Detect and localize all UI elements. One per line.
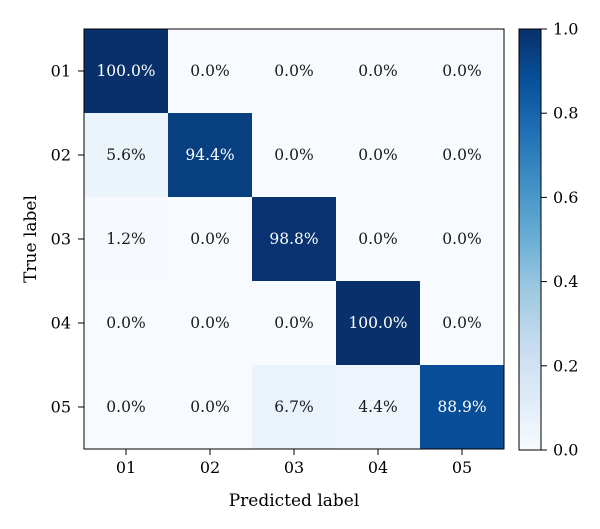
cell-value-label: 0.0% [190,62,229,80]
heatmap-cell [252,281,337,366]
cell-value-label: 0.0% [442,146,481,164]
heatmap-cell [252,197,337,282]
heatmap-cell [168,29,253,114]
colorbar-tick-label: 0.4 [553,272,578,291]
y-tick-label: 01 [51,62,71,81]
heatmap-cell [336,281,421,366]
cell-value-label: 94.4% [185,146,234,164]
cell-value-label: 0.0% [358,62,397,80]
heatmap-cell [84,197,169,282]
cell-value-label: 0.0% [274,62,313,80]
heatmap-cell [168,113,253,198]
y-axis-title: True label [21,195,41,283]
colorbar-tick-label: 0.6 [553,188,578,207]
heatmap-cell [420,29,505,114]
heatmap-cell [252,113,337,198]
y-tick-label: 05 [51,398,71,417]
heatmap-cell [84,113,169,198]
colorbar-tick-label: 0.8 [553,104,578,123]
cell-value-label: 0.0% [190,230,229,248]
heatmap-cell [252,29,337,114]
x-tick-label: 02 [200,458,220,477]
colorbar-gradient [518,28,542,451]
y-tick-label: 03 [51,230,71,249]
heatmap-cell [420,281,505,366]
cell-value-label: 1.2% [106,230,145,248]
heatmap-cell [168,281,253,366]
cell-value-label: 0.0% [106,398,145,416]
cell-value-label: 100.0% [348,314,407,332]
heatmap-cell [420,365,505,450]
cell-value-label: 0.0% [358,146,397,164]
heatmap-cell [336,113,421,198]
x-tick-label: 05 [452,458,472,477]
heatmap-cell [84,29,169,114]
cell-value-label: 0.0% [190,398,229,416]
heatmap-cell [336,29,421,114]
x-axis: 01 02 03 04 05 Predicted label [116,449,472,511]
cell-value-label: 0.0% [442,62,481,80]
cell-value-label: 0.0% [442,230,481,248]
x-axis-title: Predicted label [229,491,360,511]
heatmap-cell [252,365,337,450]
heatmap-cell [336,197,421,282]
cell-value-label: 6.7% [274,398,313,416]
colorbar-tick-label: 0.0 [553,441,578,460]
x-tick-label: 01 [116,458,136,477]
cell-value-label: 0.0% [190,314,229,332]
x-tick-label: 04 [368,458,388,477]
colorbar-tick-label: 1.0 [553,20,578,39]
x-tick-label: 03 [284,458,304,477]
y-axis: 01 02 03 04 05 True label [21,62,84,417]
cell-value-label: 0.0% [358,230,397,248]
cell-value-label: 0.0% [442,314,481,332]
heatmap-cell [336,365,421,450]
heatmap-cell [168,197,253,282]
y-tick-label: 02 [51,146,71,165]
y-tick-label: 04 [51,314,71,333]
cell-value-label: 0.0% [274,314,313,332]
cell-value-label: 98.8% [269,230,318,248]
heatmap-cell [84,281,169,366]
colorbar: 0.0 0.2 0.4 0.6 0.8 1.0 [518,20,578,460]
colorbar-tick-label: 0.2 [553,356,578,375]
cell-value-label: 88.9% [437,398,486,416]
cell-value-label: 4.4% [358,398,397,416]
heatmap-cell [168,365,253,450]
heatmap-cell [420,197,505,282]
cell-value-label: 0.0% [274,146,313,164]
heatmap-cell [84,365,169,450]
cell-value-label: 5.6% [106,146,145,164]
heatmap-cells: 100.0% 0.0% 0.0% 0.0% 0.0% 5.6% 94.4% 0.0% 0.0% 0… [84,29,505,450]
cell-value-label: 0.0% [106,314,145,332]
heatmap-cell [420,113,505,198]
cell-value-label: 100.0% [96,62,155,80]
